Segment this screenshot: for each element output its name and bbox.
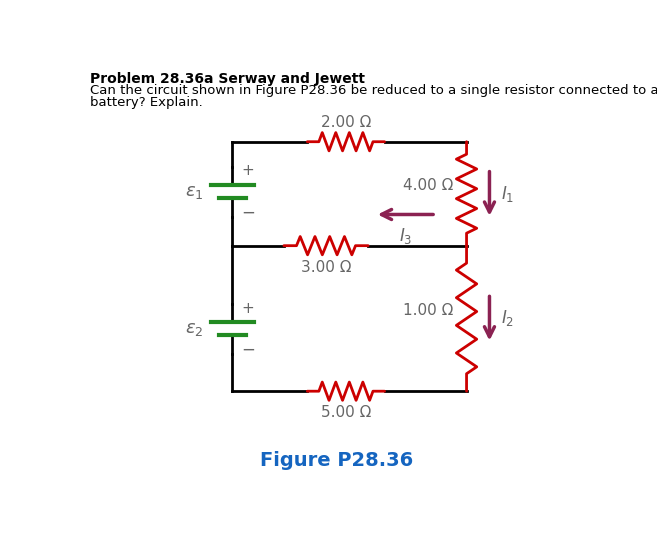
Text: 3.00 Ω: 3.00 Ω (301, 260, 351, 275)
Text: 5.00 Ω: 5.00 Ω (321, 404, 371, 420)
Text: 2.00 Ω: 2.00 Ω (321, 115, 371, 130)
Text: 4.00 Ω: 4.00 Ω (403, 178, 454, 193)
Text: $I_1$: $I_1$ (501, 184, 514, 204)
Text: Problem 28.36a Serway and Jewett: Problem 28.36a Serway and Jewett (90, 72, 365, 86)
Text: −: − (242, 341, 256, 359)
Text: $I_3$: $I_3$ (399, 226, 412, 246)
Text: Figure P28.36: Figure P28.36 (260, 451, 413, 470)
Text: −: − (242, 204, 256, 221)
Text: +: + (242, 301, 254, 315)
Text: $\varepsilon_1$: $\varepsilon_1$ (185, 183, 204, 201)
Text: battery? Explain.: battery? Explain. (90, 96, 202, 109)
Text: $\varepsilon_2$: $\varepsilon_2$ (185, 320, 204, 338)
Text: 1.00 Ω: 1.00 Ω (403, 302, 454, 318)
Text: Can the circuit shown in Figure P28.36 be reduced to a single resistor connected: Can the circuit shown in Figure P28.36 b… (90, 84, 657, 97)
Text: $I_2$: $I_2$ (501, 308, 514, 328)
Text: +: + (242, 163, 254, 178)
